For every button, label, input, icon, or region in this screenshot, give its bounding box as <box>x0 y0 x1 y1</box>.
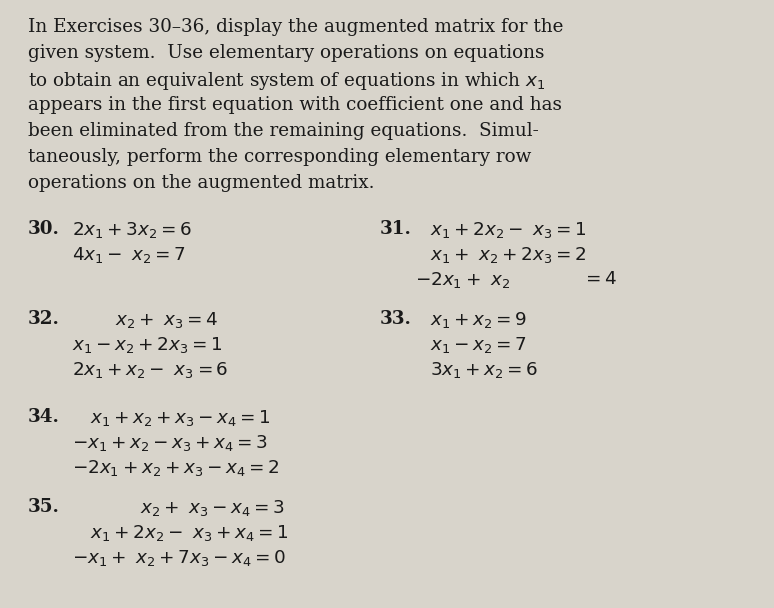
Text: $x_2 +\ x_3 = 4$: $x_2 +\ x_3 = 4$ <box>115 310 218 330</box>
Text: $x_1 + x_2 = 9$: $x_1 + x_2 = 9$ <box>430 310 527 330</box>
Text: $= 4$: $= 4$ <box>582 270 617 288</box>
Text: been eliminated from the remaining equations.  Simul-: been eliminated from the remaining equat… <box>28 122 539 140</box>
Text: $-2x_1 +\ x_2$: $-2x_1 +\ x_2$ <box>415 270 510 290</box>
Text: $2x_1 + x_2 -\ x_3 = 6$: $2x_1 + x_2 -\ x_3 = 6$ <box>72 360 228 380</box>
Text: $2x_1 + 3x_2 = 6$: $2x_1 + 3x_2 = 6$ <box>72 220 192 240</box>
Text: operations on the augmented matrix.: operations on the augmented matrix. <box>28 174 375 192</box>
Text: $x_1 - x_2 = 7$: $x_1 - x_2 = 7$ <box>430 335 527 355</box>
Text: $-x_1 + x_2 - x_3 + x_4 = 3$: $-x_1 + x_2 - x_3 + x_4 = 3$ <box>72 433 268 453</box>
Text: to obtain an equivalent system of equations in which $x_1$: to obtain an equivalent system of equati… <box>28 70 545 92</box>
Text: $x_1 + 2x_2 -\ x_3 = 1$: $x_1 + 2x_2 -\ x_3 = 1$ <box>430 220 587 240</box>
Text: In Exercises 30–36, display the augmented matrix for the: In Exercises 30–36, display the augmente… <box>28 18 563 36</box>
Text: $x_1 + 2x_2 -\ x_3 + x_4 = 1$: $x_1 + 2x_2 -\ x_3 + x_4 = 1$ <box>90 523 289 543</box>
Text: appears in the first equation with coefficient one and has: appears in the first equation with coeff… <box>28 96 562 114</box>
Text: $x_1 - x_2 + 2x_3 = 1$: $x_1 - x_2 + 2x_3 = 1$ <box>72 335 222 355</box>
Text: 35.: 35. <box>28 498 60 516</box>
Text: $3x_1 + x_2 = 6$: $3x_1 + x_2 = 6$ <box>430 360 539 380</box>
Text: $x_2 +\ x_3 - x_4 = 3$: $x_2 +\ x_3 - x_4 = 3$ <box>140 498 285 518</box>
Text: 30.: 30. <box>28 220 60 238</box>
Text: 34.: 34. <box>28 408 60 426</box>
Text: 32.: 32. <box>28 310 60 328</box>
Text: 33.: 33. <box>380 310 412 328</box>
Text: given system.  Use elementary operations on equations: given system. Use elementary operations … <box>28 44 544 62</box>
Text: $x_1 +\ x_2 + 2x_3 = 2$: $x_1 +\ x_2 + 2x_3 = 2$ <box>430 245 587 265</box>
Text: taneously, perform the corresponding elementary row: taneously, perform the corresponding ele… <box>28 148 532 166</box>
Text: $-x_1 +\ x_2 + 7x_3 - x_4 = 0$: $-x_1 +\ x_2 + 7x_3 - x_4 = 0$ <box>72 548 286 568</box>
Text: $4x_1 -\ x_2 = 7$: $4x_1 -\ x_2 = 7$ <box>72 245 186 265</box>
Text: $-2x_1 + x_2 + x_3 - x_4 = 2$: $-2x_1 + x_2 + x_3 - x_4 = 2$ <box>72 458 279 478</box>
Text: 31.: 31. <box>380 220 412 238</box>
Text: $x_1 + x_2 + x_3 - x_4 = 1$: $x_1 + x_2 + x_3 - x_4 = 1$ <box>90 408 271 428</box>
